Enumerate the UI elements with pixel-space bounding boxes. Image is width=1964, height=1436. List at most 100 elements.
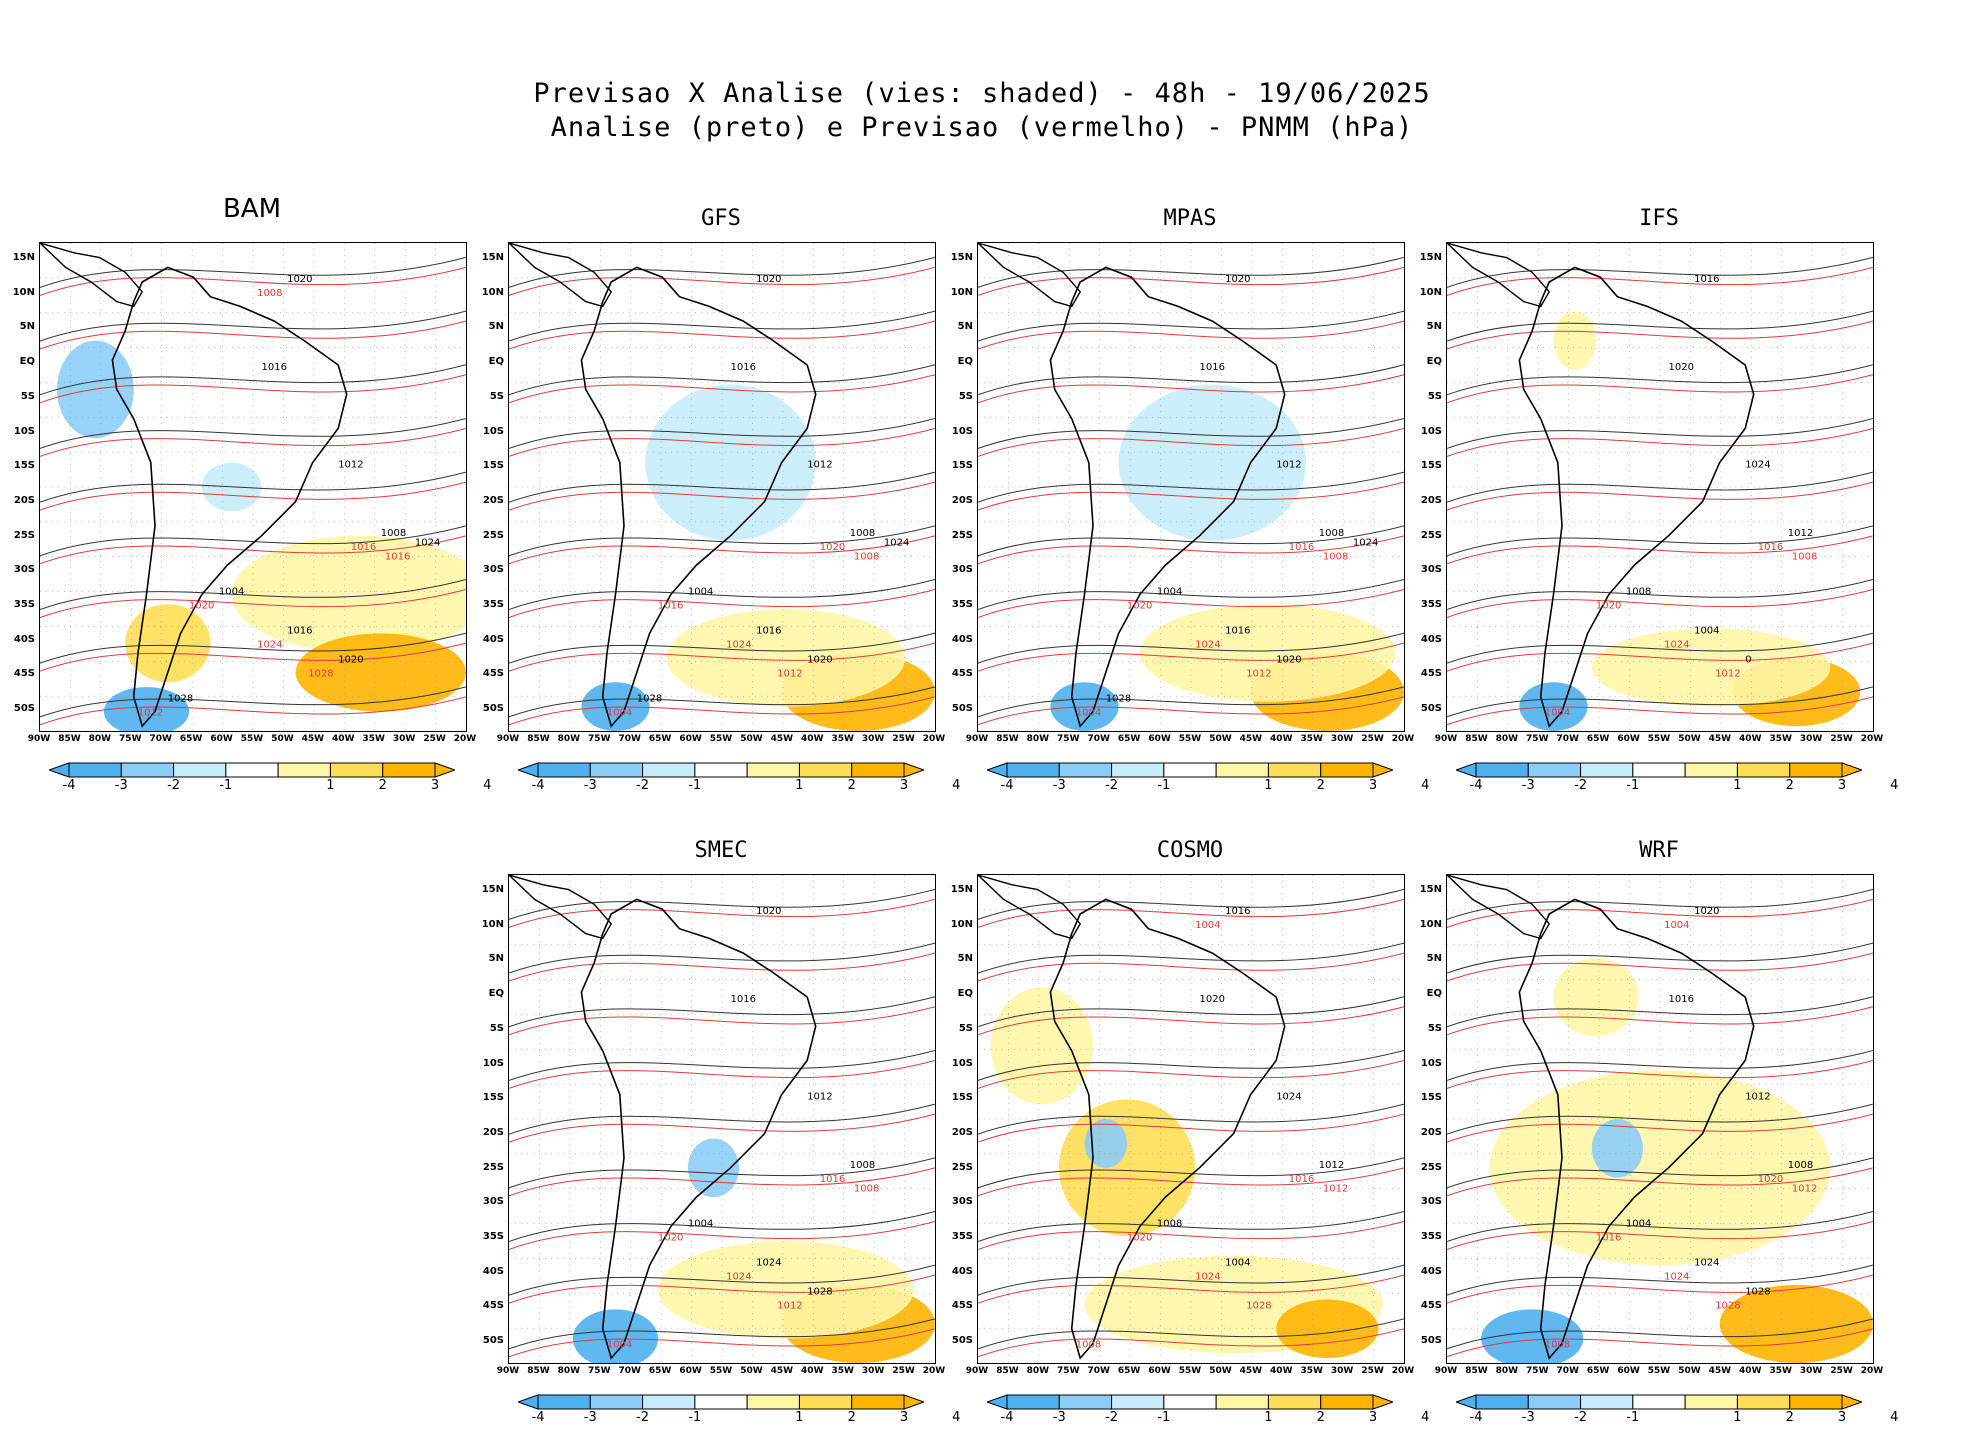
- contour-label-forecast: 1008: [854, 552, 879, 563]
- isobar-forecast: [978, 535, 1404, 565]
- lon-tick-label: 35W: [1769, 734, 1792, 744]
- isobar-analysis: [1447, 578, 1873, 610]
- lon-tick-label: 25W: [1830, 734, 1853, 744]
- lat-tick-label: 25S: [1420, 529, 1442, 541]
- bias-shading: [645, 384, 816, 541]
- colorbar-arrow-low: [987, 762, 1008, 778]
- contour-label-forecast: 1024: [1195, 639, 1220, 650]
- isobar-analysis: [509, 632, 935, 664]
- lat-tick-label: 5N: [957, 321, 973, 333]
- contour-label-analysis: 1004: [1157, 586, 1182, 597]
- colorbar-segment: [851, 762, 905, 778]
- bias-shading: [658, 1241, 914, 1339]
- lon-tick-label: 60W: [1617, 1366, 1640, 1376]
- lon-tick-label: 35W: [1300, 734, 1323, 744]
- isobar-forecast: [509, 1059, 935, 1089]
- isobar-forecast: [1447, 320, 1873, 350]
- panel-title-ifs: IFS: [1639, 206, 1679, 231]
- contour-label-forecast: 1020: [1127, 1232, 1152, 1243]
- lat-tick-label: 40S: [1420, 1265, 1442, 1277]
- lat-tick-label: 10S: [482, 1057, 504, 1069]
- lat-tick-label: 35S: [1420, 599, 1442, 610]
- lat-tick-label: 5N: [1426, 953, 1442, 965]
- lat-tick-label: 45S: [13, 668, 35, 680]
- lon-tick-label: 25W: [892, 1366, 915, 1376]
- contour-label-analysis: 1028: [637, 694, 662, 705]
- contour-label-analysis: 1004: [1626, 1218, 1651, 1229]
- colorbar-segment: [1058, 762, 1113, 778]
- colorbar-label: 2: [1316, 1410, 1325, 1425]
- contour-label-analysis: 1028: [1106, 694, 1131, 705]
- contour-label-forecast: 1020: [658, 1232, 683, 1243]
- lat-tick-label: 10N: [12, 286, 35, 298]
- contour-label-analysis: 1020: [1694, 906, 1719, 917]
- contour-label-forecast: 1028: [1246, 1301, 1271, 1312]
- isobar-forecast: [978, 1167, 1404, 1197]
- colorbar-segment: [1580, 1394, 1634, 1410]
- colorbar-label: -2: [636, 778, 650, 793]
- lat-tick-label: 10S: [951, 1057, 973, 1069]
- colorbar-label: 4: [483, 778, 492, 793]
- lat-tick-label: 25S: [482, 1161, 504, 1173]
- coastline: [111, 266, 348, 728]
- colorbar-label: -3: [583, 1410, 597, 1425]
- coastline-central-america: [40, 243, 144, 308]
- contour-label-forecast: 1016: [351, 542, 376, 553]
- colorbar-label: -2: [1574, 1410, 1588, 1425]
- isobar-analysis: [40, 525, 466, 557]
- contour-label-forecast: 1008: [1545, 1340, 1570, 1351]
- lon-tick-label: 40W: [332, 734, 355, 744]
- lon-tick-label: 50W: [1678, 734, 1701, 744]
- colorbar-label: -2: [1574, 778, 1588, 793]
- isobar-analysis: [509, 256, 935, 288]
- panel-title-mpas: MPAS: [1163, 206, 1217, 231]
- isobar-analysis: [1447, 996, 1873, 1028]
- isobar-analysis: [978, 1049, 1404, 1081]
- contour-label-analysis: 1008: [1319, 528, 1344, 539]
- lat-tick-label: 40S: [13, 633, 35, 645]
- colorbar-segment: [798, 1394, 853, 1410]
- colorbar-label: -2: [1105, 1410, 1119, 1425]
- lon-tick-label: 55W: [1647, 1366, 1671, 1376]
- colorbar-label: 2: [1785, 1410, 1794, 1425]
- lon-tick-label: 55W: [240, 734, 264, 744]
- contour-label-analysis: 1008: [1788, 1160, 1813, 1171]
- lon-tick-label: 55W: [1178, 1366, 1202, 1376]
- bias-shading: [572, 1309, 659, 1363]
- colorbar-segment: [277, 762, 331, 778]
- colorbar-label: -4: [1469, 1410, 1483, 1425]
- contour-label-analysis: 1008: [850, 528, 875, 539]
- colorbar-segment: [1006, 762, 1060, 778]
- contour-label-forecast: 1004: [607, 708, 632, 719]
- isobar-forecast: [40, 427, 466, 457]
- coastline-central-america: [509, 875, 613, 940]
- isobar-analysis: [978, 1103, 1404, 1135]
- lat-tick-label: 5N: [957, 953, 973, 965]
- colorbar-label: -3: [1052, 1410, 1066, 1425]
- contour-label-analysis: 1028: [807, 1287, 832, 1298]
- lat-tick-label: EQ: [957, 356, 973, 368]
- lat-tick-label: 45S: [1420, 1300, 1442, 1312]
- contour-label-analysis: 1008: [1157, 1218, 1182, 1229]
- colorbar-segment: [329, 762, 384, 778]
- lat-tick-label: 50S: [13, 703, 35, 715]
- colorbar-label: 3: [1837, 778, 1847, 793]
- lat-tick-label: 40S: [951, 1265, 973, 1277]
- isobar-forecast: [978, 320, 1404, 350]
- lat-tick-label: 15S: [13, 460, 35, 472]
- lat-tick-label: EQ: [957, 988, 973, 1000]
- lon-tick-label: 25W: [892, 734, 915, 744]
- isobar-forecast: [978, 1274, 1404, 1304]
- contour-label-analysis: 1016: [1669, 994, 1694, 1005]
- isobar-analysis: [40, 632, 466, 664]
- isobar-analysis: [1447, 310, 1873, 342]
- lon-tick-label: 20W: [1391, 734, 1415, 744]
- isobar-forecast: [40, 320, 466, 350]
- contour-label-analysis: 1012: [1788, 528, 1813, 539]
- isobar-analysis: [509, 310, 935, 342]
- lat-tick-label: 50S: [951, 1335, 973, 1347]
- colorbar-arrow-low: [518, 762, 539, 778]
- lon-tick-label: 65W: [179, 734, 203, 744]
- lat-tick-label: 20S: [13, 494, 35, 506]
- colorbar-segment: [589, 1394, 644, 1410]
